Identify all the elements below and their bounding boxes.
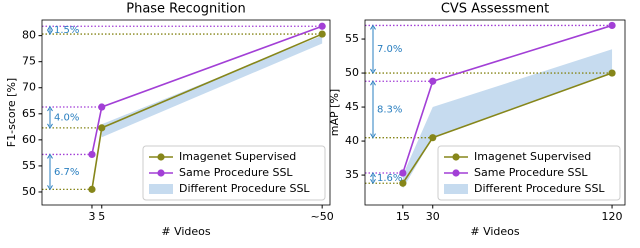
legend-label: Same Procedure SSL xyxy=(179,166,293,179)
x-tick-label: 3 xyxy=(88,210,95,223)
marker xyxy=(318,30,326,38)
legend-label: Imagenet Supervised xyxy=(179,150,296,163)
marker xyxy=(399,169,407,177)
legend-marker xyxy=(452,153,460,161)
y-tick-label: 45 xyxy=(345,100,359,113)
y-axis-label: mAP [%] xyxy=(328,89,341,136)
x-tick-label: 15 xyxy=(396,210,410,223)
legend-marker xyxy=(452,169,460,177)
chart-title: Phase Recognition xyxy=(126,2,246,17)
y-tick-label: 80 xyxy=(22,29,36,42)
axes-frame xyxy=(41,19,331,206)
marker xyxy=(98,124,106,132)
legend-label: Different Procedure SSL xyxy=(474,182,605,195)
arrow-head xyxy=(370,172,376,178)
marker xyxy=(429,134,437,142)
band xyxy=(402,49,613,189)
arrow-head xyxy=(370,178,376,185)
legend-label: Imagenet Supervised xyxy=(474,150,591,163)
y-tick-label: 75 xyxy=(22,55,36,68)
x-tick-label: 5 xyxy=(98,210,105,223)
y-tick-label: 35 xyxy=(345,168,359,181)
chart-title: CVS Assessment xyxy=(441,2,549,17)
marker xyxy=(399,179,407,187)
legend-marker xyxy=(157,169,165,177)
annotation: 6.7% xyxy=(54,167,79,178)
y-tick-label: 65 xyxy=(22,107,36,120)
arrow-head xyxy=(47,29,53,36)
y-tick-label: 55 xyxy=(345,32,359,45)
legend-marker xyxy=(157,153,165,161)
marker xyxy=(608,21,616,30)
y-tick-label: 70 xyxy=(22,81,36,94)
band xyxy=(101,35,323,138)
y-tick-label: 50 xyxy=(22,185,36,198)
legend-box xyxy=(437,145,621,201)
arrow-head xyxy=(47,106,53,112)
marker xyxy=(429,77,437,85)
legend-label: Same Procedure SSL xyxy=(474,166,588,179)
x-axis-label: # Videos xyxy=(470,225,520,238)
arrow-head xyxy=(370,68,376,74)
marker xyxy=(318,22,326,30)
y-tick-label: 55 xyxy=(22,159,36,172)
y-tick-label: 60 xyxy=(22,133,36,146)
x-tick-label: 120 xyxy=(602,210,623,223)
annotation: 8.3% xyxy=(377,104,402,115)
axes-frame xyxy=(364,19,626,206)
arrow-head xyxy=(370,24,376,30)
arrow-head xyxy=(47,123,53,129)
legend-patch xyxy=(444,184,468,194)
arrow-head xyxy=(47,185,53,191)
y-tick-label: 50 xyxy=(345,66,359,79)
legend-box xyxy=(142,145,326,201)
x-tick-label: 30 xyxy=(426,210,440,223)
arrow-head xyxy=(47,153,53,159)
annotation: 4.0% xyxy=(54,112,79,123)
marker xyxy=(98,103,106,111)
marker xyxy=(88,185,96,193)
annotation: 1.6% xyxy=(377,173,402,184)
arrow-head xyxy=(370,80,376,86)
y-axis-label: F1-score [%] xyxy=(5,78,18,147)
arrow-head xyxy=(47,25,53,31)
marker xyxy=(88,150,96,159)
x-axis-label: # Videos xyxy=(161,225,211,238)
y-tick-label: 40 xyxy=(345,134,359,147)
annotation: 1.5% xyxy=(54,25,79,36)
annotation: 7.0% xyxy=(377,44,402,55)
legend-patch xyxy=(149,184,173,194)
marker xyxy=(608,69,616,77)
arrow-head xyxy=(370,133,376,139)
x-tick-label: ~50 xyxy=(311,210,334,223)
legend-label: Different Procedure SSL xyxy=(179,182,310,195)
